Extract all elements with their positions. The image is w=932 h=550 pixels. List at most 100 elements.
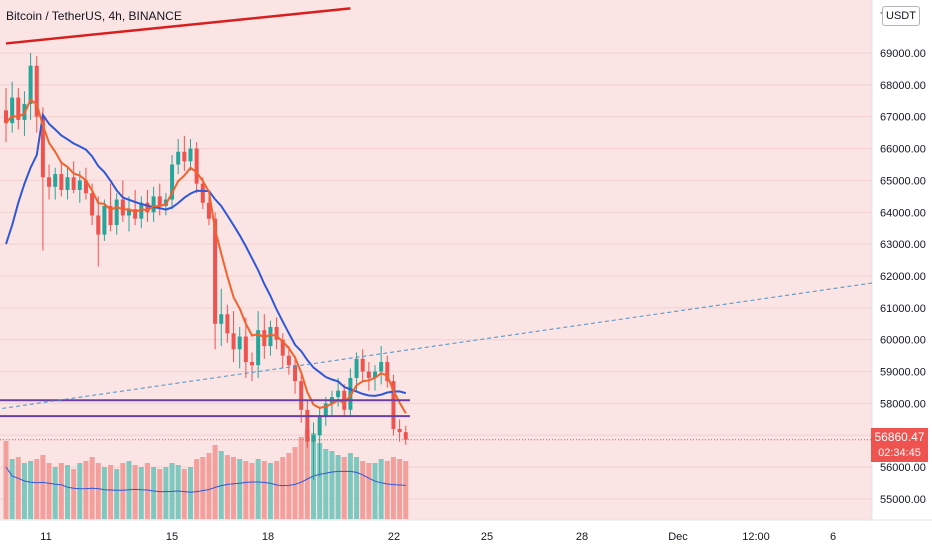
volume-bar [132, 465, 138, 519]
price-tick-label: 64000.00 [880, 207, 926, 219]
volume-bar [77, 463, 83, 519]
candle-body [237, 336, 242, 350]
time-axis-background [0, 520, 932, 550]
candle-body [225, 314, 230, 334]
candle-body [182, 151, 187, 162]
price-tick-label: 56000.00 [880, 462, 926, 474]
last-price-value: 56860.47 [874, 430, 925, 444]
candle-body [280, 339, 285, 356]
bar-countdown: 02:34:45 [878, 447, 921, 459]
candle-body [65, 177, 70, 190]
candle-body [385, 362, 390, 382]
volume-ma-line [5, 466, 406, 493]
candle-body [231, 333, 236, 350]
volume-bar [329, 451, 335, 519]
candle-body [145, 202, 150, 213]
candle-body [243, 336, 248, 363]
price-tick-label: 60000.00 [880, 335, 926, 347]
price-tick-label: 67000.00 [880, 112, 926, 124]
currency-button[interactable]: USDT [882, 6, 920, 26]
trendline[interactable] [5, 7, 351, 45]
candle-body [127, 209, 131, 216]
volume-bar [384, 461, 390, 519]
candle-body [206, 202, 211, 219]
volume-bar [366, 463, 372, 519]
candle-body [151, 196, 156, 213]
volume-bar [52, 467, 58, 519]
dashed-trendline[interactable] [0, 282, 873, 411]
candle-body [59, 174, 64, 190]
candle-body [397, 428, 402, 433]
candle-body [305, 409, 310, 442]
candle-body [77, 180, 82, 190]
volume-bar [95, 463, 101, 519]
ma-slow-line [5, 112, 407, 397]
candle-body [133, 209, 138, 219]
volume-bar [360, 461, 366, 519]
volume-bar [58, 463, 64, 519]
candle-body [139, 202, 144, 219]
volume-bar [212, 445, 218, 519]
volume-bar [188, 467, 193, 519]
volume-bar [120, 463, 126, 519]
volume-bar [206, 453, 212, 519]
candle-body [286, 355, 291, 366]
price-tick-label: 58000.00 [880, 398, 926, 410]
volume-bar [40, 455, 46, 519]
candle-body [10, 97, 15, 124]
volume-bar [231, 457, 237, 519]
volume-bar [46, 463, 52, 519]
volume-bar [218, 451, 224, 519]
volume-bar [390, 457, 396, 519]
volume-bar [347, 453, 353, 519]
candle-body [114, 199, 119, 226]
volume-bar [397, 459, 403, 519]
time-tick-label: 28 [576, 531, 588, 543]
candle-body [360, 358, 365, 372]
candle-body [268, 326, 273, 347]
last-price-tag: 56860.47 02:34:45 [871, 428, 928, 462]
volume-bar [403, 461, 409, 519]
candle-body [336, 390, 341, 398]
candle-body [311, 435, 316, 442]
time-tick-label: 18 [262, 531, 274, 543]
candle-body [157, 196, 162, 206]
candle-body [293, 365, 298, 382]
volume-bar [108, 465, 114, 519]
time-tick-label: 12:00 [742, 531, 770, 543]
volume-bar [83, 461, 89, 519]
volume-bar [286, 453, 292, 519]
volume-bar [181, 469, 187, 519]
candle-body [28, 65, 33, 104]
indicator-lines [0, 7, 873, 441]
volume-bar [71, 469, 77, 519]
candle-body [120, 199, 125, 216]
volume-bar [21, 463, 27, 519]
candle-body [34, 65, 39, 117]
candle-body [391, 381, 396, 429]
candle-body [83, 180, 88, 194]
price-tick-label: 65000.00 [880, 175, 926, 187]
volume-bar [65, 465, 70, 519]
volume-bar [194, 459, 200, 519]
volume-bar [317, 443, 323, 519]
candle-body [4, 110, 8, 124]
candle-body [102, 205, 107, 235]
volume-bar [3, 441, 9, 519]
price-tick-label: 62000.00 [880, 271, 926, 283]
candle-body [170, 164, 175, 200]
candle-body [71, 177, 76, 190]
volume-bar [378, 459, 384, 519]
volume-bar [249, 463, 255, 519]
price-tick-label: 68000.00 [880, 80, 926, 92]
volume-bar [304, 429, 310, 519]
candle-body [40, 116, 45, 178]
volume-bar [224, 455, 230, 519]
candle-body [188, 148, 193, 162]
price-tick-label: 55000.00 [880, 494, 926, 506]
volume-bar [151, 467, 157, 519]
volume-bar [200, 457, 206, 519]
time-tick-label: 22 [388, 531, 400, 543]
